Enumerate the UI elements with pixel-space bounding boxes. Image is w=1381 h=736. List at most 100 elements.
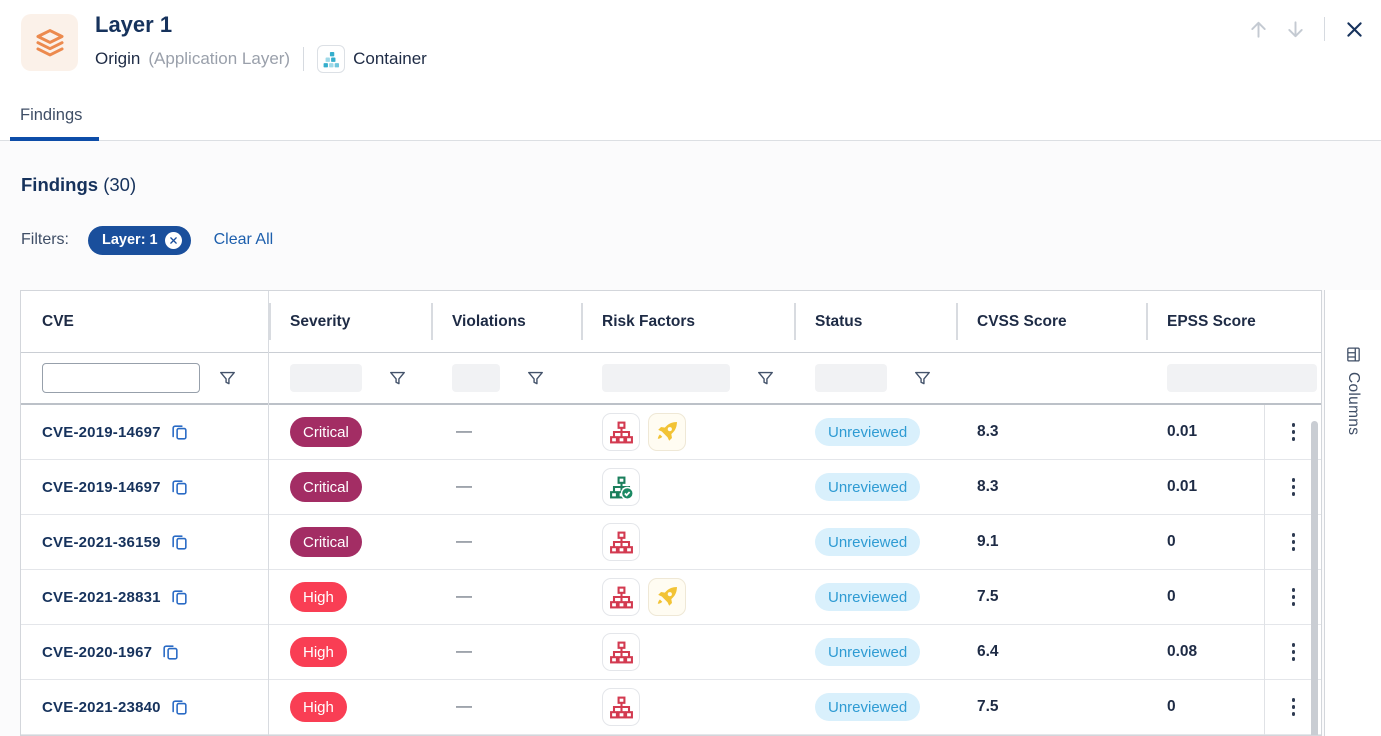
severity-badge: Critical [290, 472, 362, 502]
panel-actions [1245, 14, 1367, 44]
copy-icon[interactable] [170, 698, 189, 717]
page-title: Layer 1 [95, 12, 173, 37]
column-header-epss-score[interactable]: EPSS Score [1146, 291, 1264, 352]
epss-score-value: 0.01 [1167, 423, 1198, 440]
column-header-status[interactable]: Status [794, 291, 956, 352]
row-menu-icon[interactable] [1264, 533, 1321, 551]
risk-factors-cell [581, 680, 794, 734]
epss-score-value: 0 [1167, 588, 1176, 605]
previous-arrow-icon[interactable] [1245, 16, 1271, 42]
container-icon [317, 45, 346, 73]
risk-factors-cell [581, 405, 794, 459]
epss-score-value: 0.01 [1167, 478, 1198, 495]
actions-divider [1324, 17, 1325, 41]
filter-chip-label: Layer: 1 [102, 232, 158, 248]
subtitle-divider [303, 47, 305, 71]
layer-icon [21, 14, 78, 71]
columns-button[interactable]: Columns [1324, 290, 1381, 736]
row-menu-icon[interactable] [1264, 588, 1321, 606]
severity-filter-input[interactable] [290, 364, 362, 392]
copy-icon[interactable] [170, 533, 189, 552]
findings-heading: Findings (30) [21, 174, 136, 196]
cve-filter-input[interactable] [42, 363, 200, 393]
close-icon[interactable] [1341, 16, 1367, 42]
column-header-cve[interactable]: CVE [42, 312, 74, 330]
attack-vector-network-icon [602, 578, 640, 616]
violations-filter-funnel-icon[interactable] [526, 369, 545, 388]
copy-icon[interactable] [170, 423, 189, 442]
column-header-severity[interactable]: Severity [269, 291, 431, 352]
cve-filter-funnel-icon[interactable] [218, 369, 237, 388]
exploit-exists-icon [648, 413, 686, 451]
remove-filter-icon[interactable] [164, 231, 182, 249]
row-menu-icon[interactable] [1264, 698, 1321, 716]
table-row[interactable]: CVE-2021-23840 High — Unreviewed 7.5 0 [21, 680, 1321, 735]
epss-score-value: 0.08 [1167, 643, 1198, 660]
table-row[interactable]: CVE-2020-1967 High — Unreviewed 6.4 0.08 [21, 625, 1321, 680]
violations-value: — [456, 423, 472, 440]
status-badge: Unreviewed [815, 583, 921, 611]
table-row[interactable]: CVE-2021-36159 Critical — Unreviewed 9.1… [21, 515, 1321, 570]
risk-factors-cell [581, 460, 794, 514]
tab-findings[interactable]: Findings [20, 90, 82, 140]
violations-value: — [456, 698, 472, 715]
findings-title: Findings [21, 174, 99, 195]
epss-filter-input[interactable] [1167, 364, 1317, 392]
table-columns-icon [1345, 346, 1362, 363]
status-badge: Unreviewed [815, 528, 921, 556]
risk-factors-filter-input[interactable] [602, 364, 730, 392]
next-arrow-icon[interactable] [1282, 16, 1308, 42]
attack-vector-network-icon [602, 633, 640, 671]
status-filter-funnel-icon[interactable] [913, 369, 932, 388]
status-badge: Unreviewed [815, 418, 921, 446]
violations-filter-input[interactable] [452, 364, 500, 392]
column-header-risk-factors[interactable]: Risk Factors [581, 291, 794, 352]
findings-table: CVE Severity Violations Risk Factors Sta… [20, 290, 1322, 736]
severity-badge: High [290, 637, 347, 667]
cve-id: CVE-2021-36159 [42, 533, 161, 551]
filter-chip-layer[interactable]: Layer: 1 [88, 225, 191, 255]
status-badge: Unreviewed [815, 473, 921, 501]
cvss-score-value: 7.5 [977, 698, 999, 715]
violations-value: — [456, 643, 472, 660]
epss-score-value: 0 [1167, 533, 1176, 550]
container-label: Container [353, 49, 427, 68]
filters-label: Filters: [21, 231, 69, 248]
cvss-score-value: 8.3 [977, 423, 999, 440]
severity-filter-funnel-icon[interactable] [388, 369, 407, 388]
copy-icon[interactable] [170, 588, 189, 607]
cve-id: CVE-2019-14697 [42, 423, 161, 441]
cve-id: CVE-2021-28831 [42, 588, 161, 606]
copy-icon[interactable] [170, 478, 189, 497]
row-menu-icon[interactable] [1264, 478, 1321, 496]
table-row[interactable]: CVE-2019-14697 Critical — Unreviewed 8 [21, 405, 1321, 460]
column-header-actions [1264, 291, 1321, 352]
table-row[interactable]: CVE-2019-14697 Critical — Unreviewed 8.3… [21, 460, 1321, 515]
cve-id: CVE-2021-23840 [42, 698, 161, 716]
violations-value: — [456, 588, 472, 605]
attack-vector-network-icon [602, 688, 640, 726]
row-menu-icon[interactable] [1264, 423, 1321, 441]
entity-subtitle: Origin (Application Layer) Container [95, 44, 427, 74]
column-header-violations[interactable]: Violations [431, 291, 581, 352]
risk-factors-cell [581, 515, 794, 569]
risk-factors-filter-funnel-icon[interactable] [756, 369, 775, 388]
vertical-scrollbar[interactable] [1311, 421, 1318, 735]
column-header-cvss-score[interactable]: CVSS Score [956, 291, 1146, 352]
severity-badge: High [290, 582, 347, 612]
tab-bar: Findings [0, 90, 1381, 141]
cve-column-divider [268, 291, 269, 735]
row-menu-icon[interactable] [1264, 643, 1321, 661]
cvss-score-value: 6.4 [977, 643, 999, 660]
copy-icon[interactable] [161, 643, 180, 662]
clear-all-link[interactable]: Clear All [213, 231, 274, 248]
cve-id: CVE-2019-14697 [42, 478, 161, 496]
active-tab-indicator [10, 137, 99, 141]
table-row[interactable]: CVE-2021-28831 High — Unreviewed 7.5 [21, 570, 1321, 625]
attack-vector-network-icon [602, 413, 640, 451]
risk-factors-cell [581, 625, 794, 679]
attack-vector-verified-icon [602, 468, 640, 506]
status-filter-input[interactable] [815, 364, 887, 392]
risk-factors-cell [581, 570, 794, 624]
